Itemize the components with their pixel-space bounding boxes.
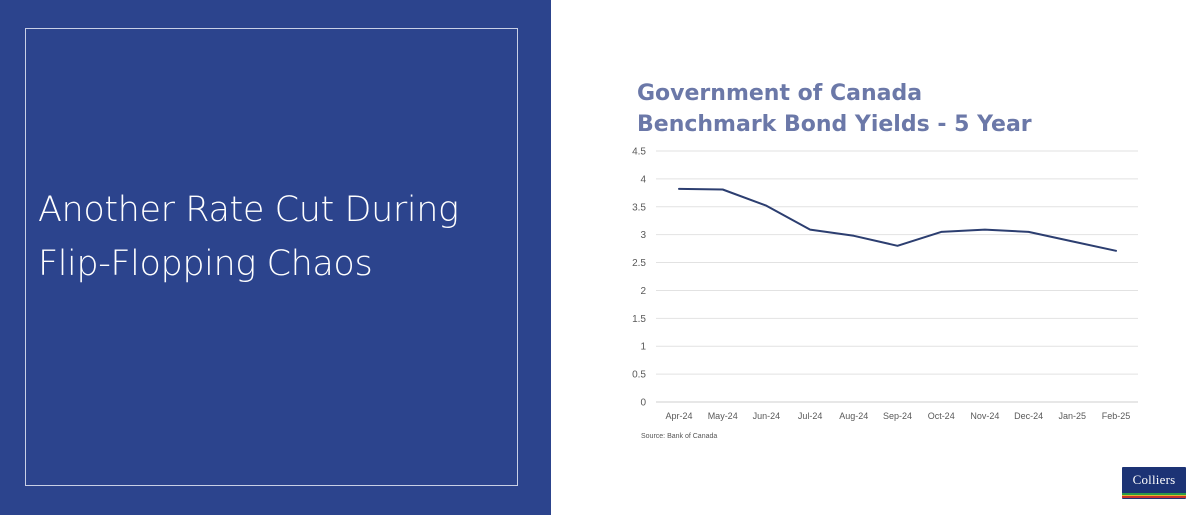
y-tick-label: 4.5 <box>632 147 646 158</box>
chart-title-line-2: Benchmark Bond Yields - 5 Year <box>637 112 1032 137</box>
y-tick-label: 2.5 <box>632 258 646 269</box>
x-tick-label: Feb-25 <box>1102 411 1131 421</box>
x-tick-label: Dec-24 <box>1014 411 1043 421</box>
x-tick-label: Nov-24 <box>970 411 999 421</box>
x-tick-label: Jan-25 <box>1059 411 1087 421</box>
logo-stripe <box>1122 496 1186 498</box>
x-tick-label: Aug-24 <box>839 411 868 421</box>
x-tick-label: Jul-24 <box>798 411 823 421</box>
logo-text: Colliers <box>1132 472 1176 487</box>
y-tick-label: 3 <box>640 230 646 241</box>
logo-stripe <box>1122 494 1186 496</box>
headline: Another Rate Cut During Flip-Flopping Ch… <box>38 183 478 291</box>
chart-area: Government of Canada Benchmark Bond Yiel… <box>551 0 1200 515</box>
headline-line-2: Flip-Flopping Chaos <box>38 244 373 284</box>
chart-title-line-1: Government of Canada <box>637 81 923 106</box>
title-panel: Another Rate Cut During Flip-Flopping Ch… <box>0 0 551 515</box>
x-tick-label: Apr-24 <box>665 411 692 421</box>
colliers-logo: Colliers <box>1122 467 1186 499</box>
y-tick-label: 0.5 <box>632 370 646 381</box>
headline-line-1: Another Rate Cut During <box>38 190 459 230</box>
panel-frame <box>25 28 518 486</box>
x-tick-label: Sep-24 <box>883 411 912 421</box>
y-tick-label: 1 <box>640 342 646 353</box>
logo-stripe <box>1122 493 1186 495</box>
logo-stripes <box>1122 493 1186 499</box>
y-tick-label: 3.5 <box>632 202 646 213</box>
line-chart: 0 0.5 1 1.5 2 2.5 3 3.5 4 4.5 Apr-24 May-24 Jun-24 Ju… <box>632 147 1138 421</box>
series-line <box>678 187 1117 252</box>
y-tick-label: 0 <box>640 398 646 409</box>
y-tick-label: 1.5 <box>632 314 646 325</box>
chart-source: Source: Bank of Canada <box>641 433 718 440</box>
x-tick-label: Oct-24 <box>928 411 955 421</box>
y-tick-label: 2 <box>640 286 646 297</box>
x-tick-label: Jun-24 <box>753 411 781 421</box>
chart-title: Government of Canada Benchmark Bond Yiel… <box>637 78 1032 140</box>
y-tick-label: 4 <box>640 174 646 185</box>
x-tick-label: May-24 <box>708 411 738 421</box>
